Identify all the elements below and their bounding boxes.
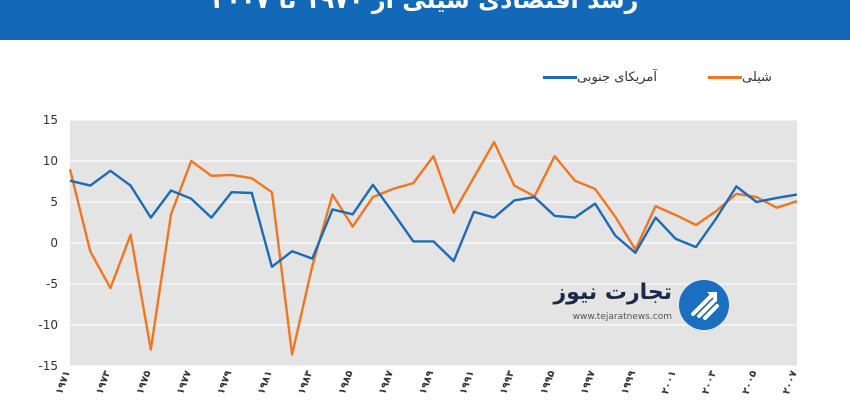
x-tick-label: ۱۹۷۵: [135, 369, 154, 396]
legend-item-south-america: آمریکای جنوبی: [535, 70, 657, 85]
y-tick-label: -10: [38, 318, 58, 332]
x-tick-label: ۱۹۹۵: [539, 369, 558, 396]
x-tick-label: ۱۹۹۳: [498, 369, 517, 396]
series-lines: [68, 140, 798, 356]
x-tick-label: ۲۰۰۵: [741, 369, 760, 396]
series-line-chile: [68, 140, 798, 356]
x-tick-label: ۱۹۸۱: [256, 369, 275, 396]
y-tick-label: 10: [43, 154, 58, 168]
y-tick-label: 0: [50, 236, 58, 250]
x-tick-label: ۲۰۰۱: [660, 369, 679, 396]
x-tick-label: ۱۹۸۳: [296, 369, 315, 396]
y-axis-ticks: 15 10 5 0 -5 -10 -15: [38, 113, 58, 373]
legend-swatch-south-america: [543, 76, 577, 79]
legend-swatch-chile: [708, 76, 742, 79]
x-tick-label: ۱۹۷۷: [175, 369, 194, 396]
legend: شیلی آمریکای جنوبی: [0, 70, 850, 94]
x-axis-ticks: ۱۹۷۱ ۱۹۷۳ ۱۹۷۵ ۱۹۷۷ ۱۹۷۹ ۱۹۸۱ ۱۹۸۳ ۱۹۸۵ ۱۹۸۷ ۱۹۸۹…: [54, 369, 800, 396]
y-tick-label: 5: [50, 195, 58, 209]
x-tick-label: ۲۰۰۷: [781, 369, 800, 396]
logo-emblem: [679, 280, 729, 330]
logo-url: www.tejaratnews.com: [572, 312, 672, 322]
page-title: رشد اقتصادی شیلی از ۱۹۷۰ تا ۲۰۰۷: [211, 0, 639, 14]
legend-item-chile: شیلی: [700, 70, 772, 85]
x-tick-label: ۱۹۷۱: [54, 369, 73, 396]
legend-label-south-america: آمریکای جنوبی: [577, 70, 657, 85]
logo-name: تجارت نیوز: [553, 280, 672, 305]
x-tick-label: ۱۹۹۱: [458, 369, 477, 396]
y-tick-label: -5: [46, 277, 58, 291]
x-tick-label: ۱۹۷۳: [95, 369, 114, 396]
watermark-logo: تجارت نیوز www.tejaratnews.com: [545, 280, 730, 332]
series-line-south-america: [69, 169, 798, 268]
x-tick-label: ۱۹۷۹: [216, 369, 235, 396]
x-tick-label: ۱۹۸۷: [377, 369, 396, 396]
x-tick-label: ۱۹۹۷: [579, 369, 598, 396]
logo-emblem-icon: [691, 292, 719, 320]
x-tick-label: ۱۹۸۵: [337, 369, 356, 396]
title-banner: رشد اقتصادی شیلی از ۱۹۷۰ تا ۲۰۰۷: [0, 0, 850, 40]
x-tick-label: ۱۹۹۹: [620, 369, 639, 396]
x-tick-label: ۲۰۰۳: [700, 369, 719, 396]
legend-label-chile: شیلی: [742, 70, 772, 85]
y-tick-label: 15: [43, 113, 58, 127]
x-tick-label: ۱۹۸۹: [418, 369, 437, 396]
y-tick-label: -15: [38, 359, 58, 373]
